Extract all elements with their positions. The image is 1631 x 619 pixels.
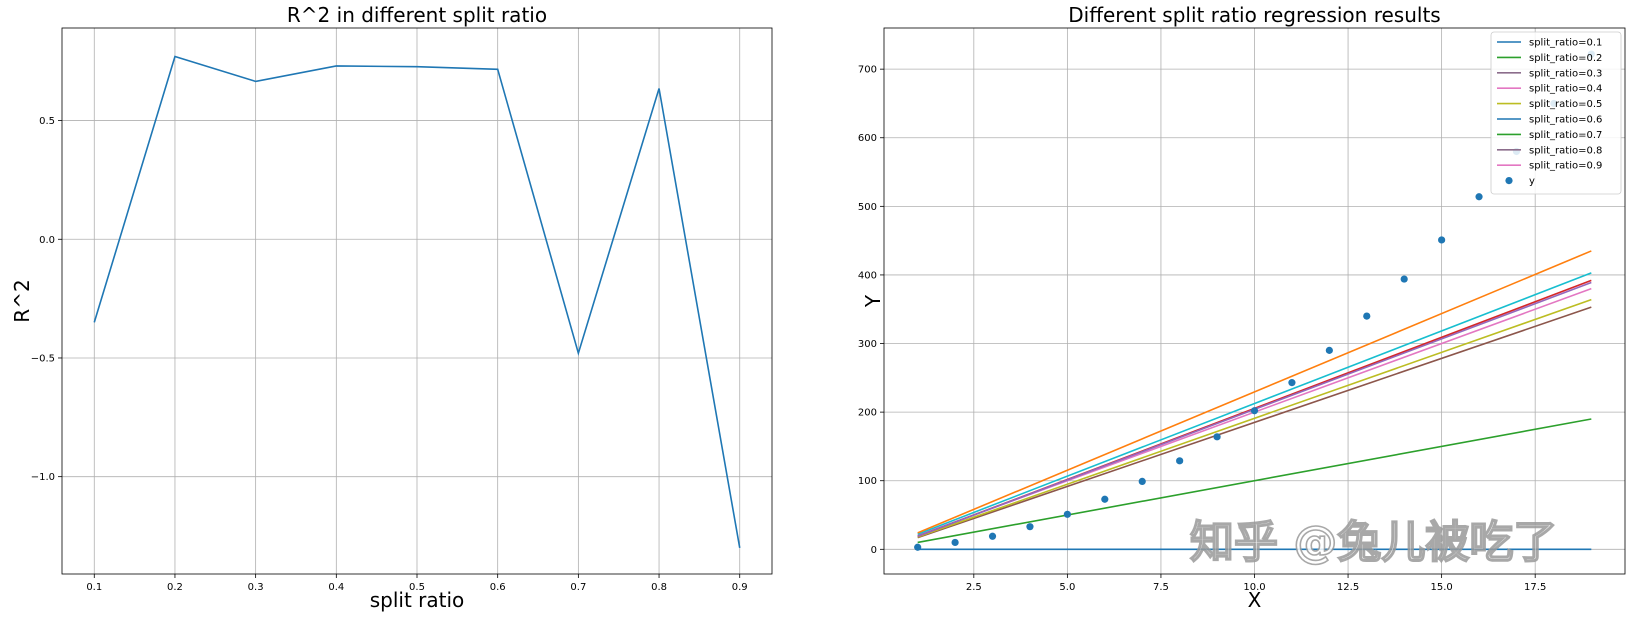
scatter-point	[988, 532, 997, 540]
regression-line	[917, 250, 1592, 534]
scatter-point	[1250, 407, 1259, 415]
legend-label: split_ratio=0.3	[1529, 68, 1602, 79]
legend-marker-dot	[1505, 177, 1513, 185]
x-tick-label: 0.3	[248, 582, 264, 593]
y-tick-label: 500	[858, 202, 877, 213]
axes-frame	[883, 27, 1626, 575]
y-axis-label: Y	[861, 294, 885, 308]
legend-label: split_ratio=0.9	[1529, 161, 1602, 172]
y-tick-label: 0.0	[39, 235, 55, 246]
regression-chart: 2.5 5.0 7.5 10.0 12.5 15.0 17.5 0 100 200 300 400 50…	[858, 3, 1626, 612]
regression-line	[917, 298, 1592, 538]
legend-label: split_ratio=0.5	[1529, 99, 1602, 110]
y-tick-label: 0.5	[39, 116, 55, 127]
x-tick-label: 0.6	[490, 582, 506, 593]
x-tick-label: 0.8	[651, 582, 667, 593]
scatter-point	[1475, 193, 1483, 201]
y-tick-label: 600	[858, 133, 877, 144]
chart-title: Different split ratio regression results	[1068, 3, 1440, 27]
scatter-point	[1026, 523, 1034, 531]
watermark: 知乎 @兔儿被吃了	[1190, 517, 1557, 568]
legend-label: split_ratio=0.1	[1529, 38, 1602, 49]
x-tick-label: 0.5	[409, 582, 425, 593]
y-tick-label: 200	[858, 408, 877, 419]
scatter-point	[1213, 433, 1221, 441]
axes-frame	[61, 27, 773, 575]
legend-label: split_ratio=0.6	[1529, 115, 1602, 126]
y-tick-label: 300	[858, 339, 877, 350]
scatter-point	[1101, 495, 1109, 503]
x-tick-label: 0.7	[570, 582, 586, 593]
x-tick-label: 17.5	[1524, 582, 1546, 593]
legend-label: split_ratio=0.8	[1529, 145, 1602, 156]
scatter-point	[1325, 346, 1333, 354]
scatter-point	[951, 538, 959, 547]
x-tick-label: 15.0	[1430, 582, 1452, 593]
x-tick-label: 0.9	[732, 582, 748, 593]
legend-label: split_ratio=0.7	[1529, 130, 1602, 141]
y-tick-label: 400	[858, 270, 877, 281]
x-tick-label: 0.2	[167, 582, 183, 593]
legend-label: y	[1529, 176, 1535, 187]
scatter-point	[1176, 457, 1184, 465]
x-tick-label: 0.1	[86, 582, 102, 593]
y-axis-label: R^2	[10, 279, 34, 322]
x-tick-label: 10.0	[1243, 582, 1265, 593]
y-tick-label: 100	[858, 476, 877, 487]
x-tick-label: 7.5	[1153, 582, 1169, 593]
x-tick-label: 2.5	[966, 582, 982, 593]
scatter-point	[1400, 275, 1408, 283]
x-axis-label: X	[1248, 588, 1262, 612]
x-tick-label: 12.5	[1337, 582, 1359, 593]
chart-title: R^2 in different split ratio	[287, 3, 547, 27]
regression-line	[917, 418, 1592, 544]
y-tick-label: −0.5	[31, 353, 55, 364]
legend-label: split_ratio=0.4	[1529, 84, 1602, 95]
y-tick-label: −1.0	[31, 472, 55, 483]
legend-box	[1490, 31, 1622, 195]
r2-series-line	[93, 55, 741, 549]
x-tick-label: 0.4	[328, 582, 344, 593]
regression-line	[917, 272, 1592, 535]
scatter-point	[1363, 312, 1371, 320]
regression-line	[917, 306, 1592, 539]
scatter-point	[1063, 510, 1071, 518]
legend-label: split_ratio=0.2	[1529, 53, 1602, 64]
scatter-point	[1438, 236, 1446, 244]
y-tick-label: 0	[871, 545, 877, 556]
scatter-point	[1138, 477, 1146, 485]
x-axis-label: split ratio	[370, 588, 465, 612]
x-tick-label: 5.0	[1059, 582, 1075, 593]
r2-chart: 0.1 0.2 0.3 0.4 0.5 0.6 0.7 0.8 0.9 −1.0 −0.5 0.0 0.…	[10, 3, 773, 612]
scatter-point	[1288, 379, 1296, 387]
scatter-point	[914, 543, 922, 551]
y-tick-label: 700	[858, 65, 877, 76]
